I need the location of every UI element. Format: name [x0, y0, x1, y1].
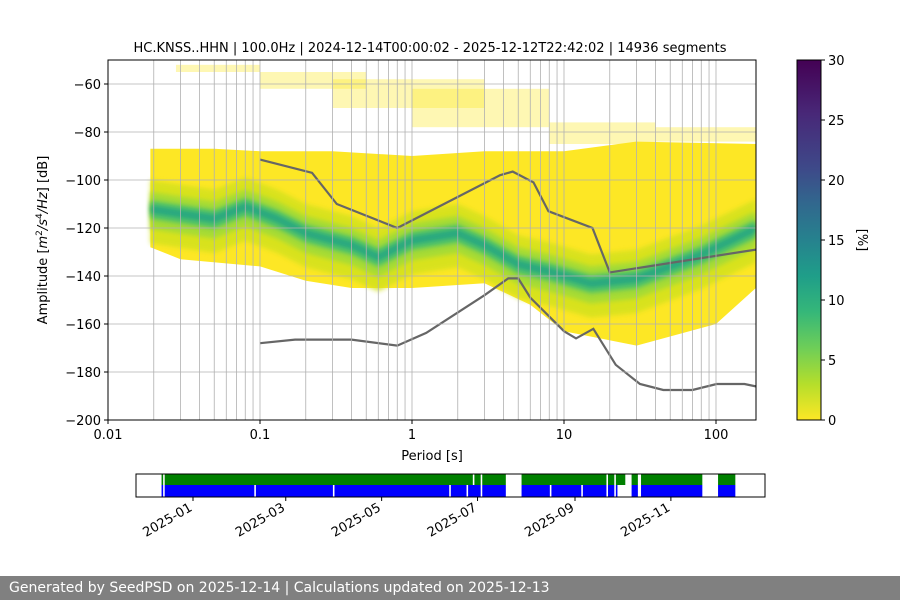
- timeline-segment-blue: [450, 485, 467, 497]
- colorbar-tick-label: 0: [828, 414, 836, 429]
- timeline-segment-blue: [468, 485, 481, 497]
- colorbar-tick-label: 10: [828, 294, 845, 309]
- timeline-segment-blue: [164, 485, 255, 497]
- timeline-segment-blue: [608, 485, 615, 497]
- timeline-segment-green: [164, 474, 473, 485]
- density-sparse: [260, 72, 367, 89]
- timeline-segment-blue: [582, 485, 607, 497]
- ppsd-figure: HC.KNSS..HHN | 100.0Hz | 2024-12-14T00:0…: [35, 41, 869, 541]
- timeline-segment-blue: [482, 485, 506, 497]
- y-axis-label: Amplitude [m2/s4/Hz] [dB]: [35, 156, 51, 325]
- timeline-segment-blue: [615, 485, 618, 497]
- colorbar-tick-label: 5: [828, 354, 836, 369]
- density-sparse: [175, 64, 260, 72]
- timeline-segment-green: [482, 474, 506, 485]
- x-tick-label: 100: [704, 428, 729, 443]
- density-sparse: [549, 122, 656, 144]
- colorbar-tick-label: 30: [828, 54, 845, 69]
- timeline-segment-blue: [631, 485, 638, 497]
- timeline-tick-label: 2025-11: [618, 500, 673, 540]
- footer-text: Generated by SeedPSD on 2025-12-14 | Cal…: [0, 576, 900, 600]
- timeline-tick-label: 2025-05: [329, 500, 384, 540]
- timeline-segment-blue: [718, 485, 736, 497]
- y-tick-label: −60: [74, 78, 101, 93]
- x-tick-label: 0.01: [94, 428, 123, 443]
- timeline-tick-label: 2025-09: [522, 500, 577, 540]
- timeline-segment-blue: [161, 485, 164, 497]
- timeline-segment-green: [161, 474, 164, 485]
- timeline-frame: [135, 473, 766, 498]
- timeline-segment-green: [608, 474, 615, 485]
- timeline-tick-label: 2025-03: [233, 500, 288, 540]
- colorbar-tick-label: 20: [828, 174, 845, 189]
- y-tick-label: −160: [65, 318, 101, 333]
- density-sparse: [412, 88, 550, 128]
- x-axis-label: Period [s]: [401, 449, 463, 464]
- timeline-segment-blue: [334, 485, 450, 497]
- timeline-segment-green: [474, 474, 481, 485]
- y-tick-label: −180: [65, 366, 101, 381]
- colorbar-tick-label: 15: [828, 234, 845, 249]
- timeline-segment-green: [631, 474, 638, 485]
- plot-frame: [107, 59, 757, 421]
- colorbar-label: [%]: [854, 229, 869, 252]
- x-tick-label: 0.1: [250, 428, 271, 443]
- timeline-tick-label: 2025-01: [140, 500, 195, 540]
- y-tick-label: −140: [65, 270, 101, 285]
- y-tick-label: −80: [74, 126, 101, 141]
- colorbar: [796, 59, 822, 421]
- series-nhnm: [259, 158, 756, 274]
- timeline-segment-green: [641, 474, 703, 485]
- timeline-segment-blue: [641, 485, 703, 497]
- y-tick-label: −120: [65, 222, 101, 237]
- timeline-segment-green: [615, 474, 626, 485]
- y-tick-label: −100: [65, 174, 101, 189]
- timeline-segment-blue: [255, 485, 333, 497]
- timeline-segment-green: [521, 474, 607, 485]
- chart-title: HC.KNSS..HHN | 100.0Hz | 2024-12-14T00:0…: [133, 41, 726, 56]
- y-tick-label: −200: [65, 414, 101, 429]
- x-tick-label: 1: [408, 428, 416, 443]
- density-sparse: [655, 127, 756, 142]
- x-tick-label: 10: [556, 428, 573, 443]
- timeline-segment-blue: [521, 485, 550, 497]
- timeline-segment-green: [718, 474, 736, 485]
- colorbar-tick-label: 25: [828, 114, 845, 129]
- timeline-segment-blue: [551, 485, 582, 497]
- timeline-tick-label: 2025-07: [425, 500, 480, 540]
